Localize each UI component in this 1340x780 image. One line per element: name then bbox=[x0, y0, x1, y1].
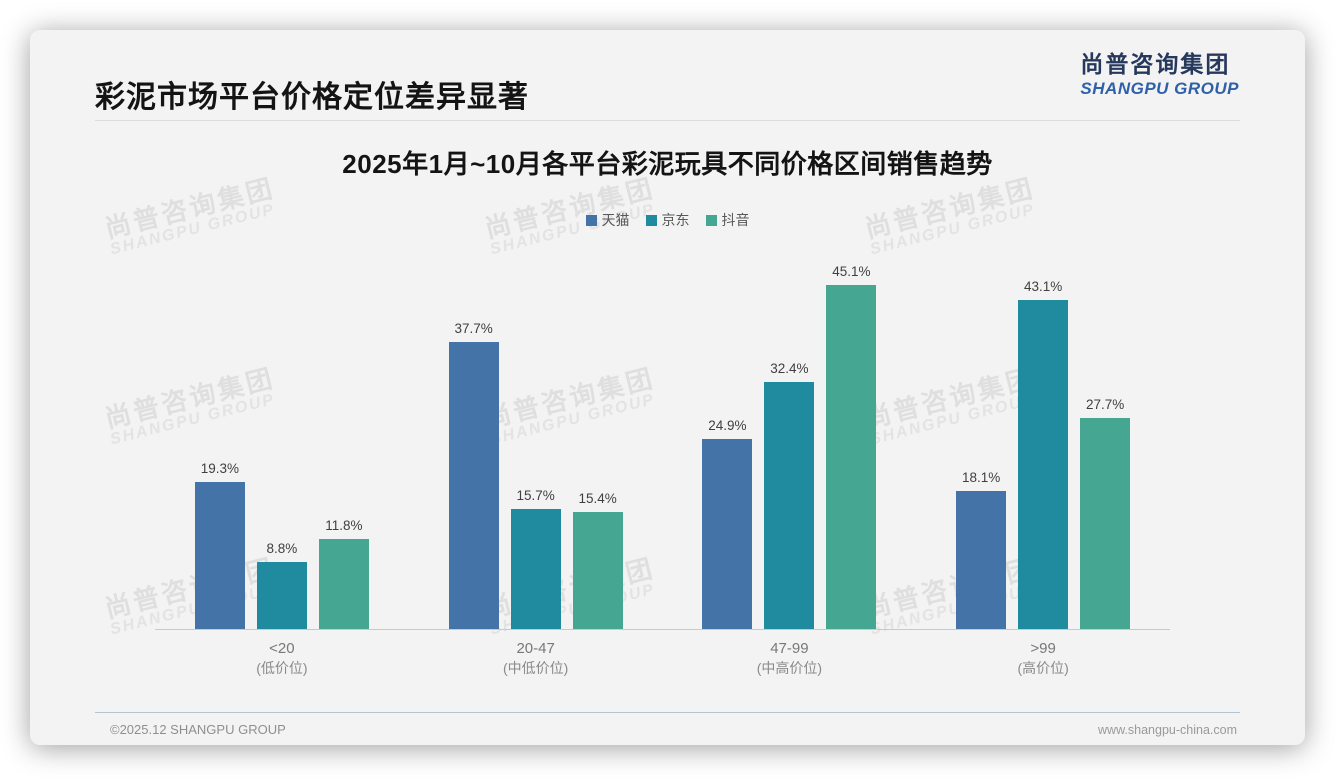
page-title: 彩泥市场平台价格定位差异显著 bbox=[95, 81, 529, 114]
category-range: 47-99 bbox=[770, 640, 809, 657]
bar-京东: 32.4% bbox=[764, 361, 815, 629]
bar-value-label: 8.8% bbox=[266, 540, 298, 556]
category-axis: <20 (低价位) 20-47 (中低价位) 47-99 (中高价位) >99 (高价位) bbox=[155, 638, 1170, 677]
legend-label: 抖音 bbox=[721, 212, 750, 228]
footer-website: www.shangpu-china.com bbox=[1098, 723, 1237, 737]
bar-value-label: 45.1% bbox=[832, 264, 871, 280]
bar-value-label: 27.7% bbox=[1085, 396, 1125, 412]
legend: 天猫 京东 抖音 bbox=[30, 210, 1305, 230]
bar-group: 37.7% 15.7% 15.4% bbox=[409, 264, 663, 629]
category-label: 20-47 (中低价位) bbox=[409, 638, 663, 677]
bar-value-label: 15.4% bbox=[578, 490, 617, 506]
legend-label: 京东 bbox=[661, 212, 690, 228]
bar-抖音: 27.7% bbox=[1080, 397, 1131, 629]
category-range: <20 bbox=[269, 640, 295, 657]
category-label: <20 (低价位) bbox=[155, 638, 409, 677]
footer-copyright: ©2025.12 SHANGPU GROUP bbox=[110, 722, 286, 737]
bar-天猫: 24.9% bbox=[702, 418, 753, 629]
legend-label: 天猫 bbox=[601, 212, 630, 228]
bar-天猫: 18.1% bbox=[956, 470, 1007, 629]
bar-京东: 8.8% bbox=[256, 541, 307, 629]
category-range: >99 bbox=[1030, 640, 1056, 657]
footer-divider bbox=[95, 712, 1240, 713]
bar-value-label: 15.7% bbox=[516, 488, 555, 504]
category-tier: (低价位) bbox=[256, 660, 308, 676]
category-label: 47-99 (中高价位) bbox=[663, 638, 917, 677]
plot-area: 19.3% 8.8% 11.8% 37.7% 15.7% 15.4% 24.9% 32.4% 4… bbox=[155, 264, 1170, 630]
category-range: 20-47 bbox=[516, 640, 555, 657]
bar-天猫: 37.7% bbox=[448, 321, 499, 629]
bar-group: 24.9% 32.4% 45.1% bbox=[663, 264, 917, 629]
bar-抖音: 15.4% bbox=[572, 491, 623, 629]
legend-swatch bbox=[585, 214, 597, 226]
bar-value-label: 32.4% bbox=[770, 361, 809, 376]
bar-value-label: 19.3% bbox=[200, 460, 240, 476]
category-tier: (高价位) bbox=[1017, 660, 1069, 676]
bar-value-label: 43.1% bbox=[1023, 279, 1063, 295]
legend-item: 京东 bbox=[645, 210, 690, 230]
logo-english-text: SHANGPU GROUP bbox=[1080, 78, 1239, 98]
bar-value-label: 18.1% bbox=[961, 470, 1001, 485]
legend-item: 天猫 bbox=[585, 210, 630, 230]
bar-value-label: 11.8% bbox=[325, 518, 363, 533]
category-tier: (中低价位) bbox=[502, 660, 569, 676]
bar-group: 19.3% 8.8% 11.8% bbox=[155, 264, 409, 629]
bar-value-label: 37.7% bbox=[454, 320, 493, 336]
bar-抖音: 11.8% bbox=[318, 518, 369, 629]
bar-天猫: 19.3% bbox=[194, 461, 245, 629]
bar-value-label: 24.9% bbox=[708, 418, 747, 434]
slide: 尚普咨询集团 SHANGPU GROUP 尚普咨询集团 SHANGPU GROUP 尚普… bbox=[30, 30, 1305, 745]
company-logo: 尚普咨询集团 SHANGPU GROUP bbox=[1080, 50, 1239, 99]
logo-chinese-text: 尚普咨询集团 bbox=[1080, 51, 1231, 77]
header-divider bbox=[95, 120, 1240, 121]
legend-item: 抖音 bbox=[705, 210, 750, 230]
legend-swatch bbox=[645, 214, 657, 226]
bar-京东: 43.1% bbox=[1018, 279, 1069, 629]
bar-抖音: 45.1% bbox=[826, 264, 877, 629]
category-tier: (中高价位) bbox=[756, 660, 823, 676]
bar-京东: 15.7% bbox=[510, 488, 561, 629]
category-label: >99 (高价位) bbox=[916, 638, 1170, 677]
bar-group: 18.1% 43.1% 27.7% bbox=[916, 264, 1170, 629]
chart-title: 2025年1月~10月各平台彩泥玩具不同价格区间销售趋势 bbox=[342, 149, 993, 179]
legend-swatch bbox=[705, 214, 717, 226]
